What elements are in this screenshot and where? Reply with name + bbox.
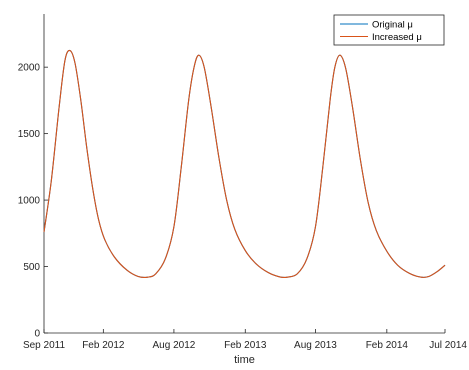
x-axis-label: time <box>234 354 255 366</box>
series-line-increased-mu <box>43 49 446 279</box>
plot-area: 0 500 1000 1500 2000 Sep 2011 Feb 2012 Aug 201… <box>18 14 467 351</box>
x-tick-label: Aug 2013 <box>294 340 337 351</box>
legend-items: Original μ Increased μ <box>340 19 422 43</box>
y-tick-label: 2000 <box>18 63 41 74</box>
y-tick-label: 1000 <box>18 196 41 207</box>
y-tick-label: 1500 <box>18 129 41 140</box>
legend-label: Increased μ <box>372 32 422 43</box>
legend-box <box>333 14 445 46</box>
series-group <box>43 49 446 279</box>
x-tick-label: Jul 2014 <box>429 340 467 351</box>
x-tick-label: Feb 2012 <box>82 340 125 351</box>
y-axis-ticks: 0 500 1000 1500 2000 <box>18 63 48 340</box>
y-tick-label: 500 <box>23 262 40 273</box>
legend-label: Original μ <box>372 19 413 30</box>
x-tick-label: Aug 2012 <box>153 340 196 351</box>
x-tick-label: Feb 2013 <box>224 340 267 351</box>
y-tick-label: 0 <box>34 329 40 340</box>
x-tick-label: Sep 2011 <box>23 340 66 351</box>
legend: Original μ Increased μ <box>333 14 445 46</box>
x-tick-label: Feb 2014 <box>366 340 409 351</box>
x-axis-ticks: Sep 2011 Feb 2012 Aug 2012 Feb 2013 Aug 2013… <box>23 329 467 351</box>
